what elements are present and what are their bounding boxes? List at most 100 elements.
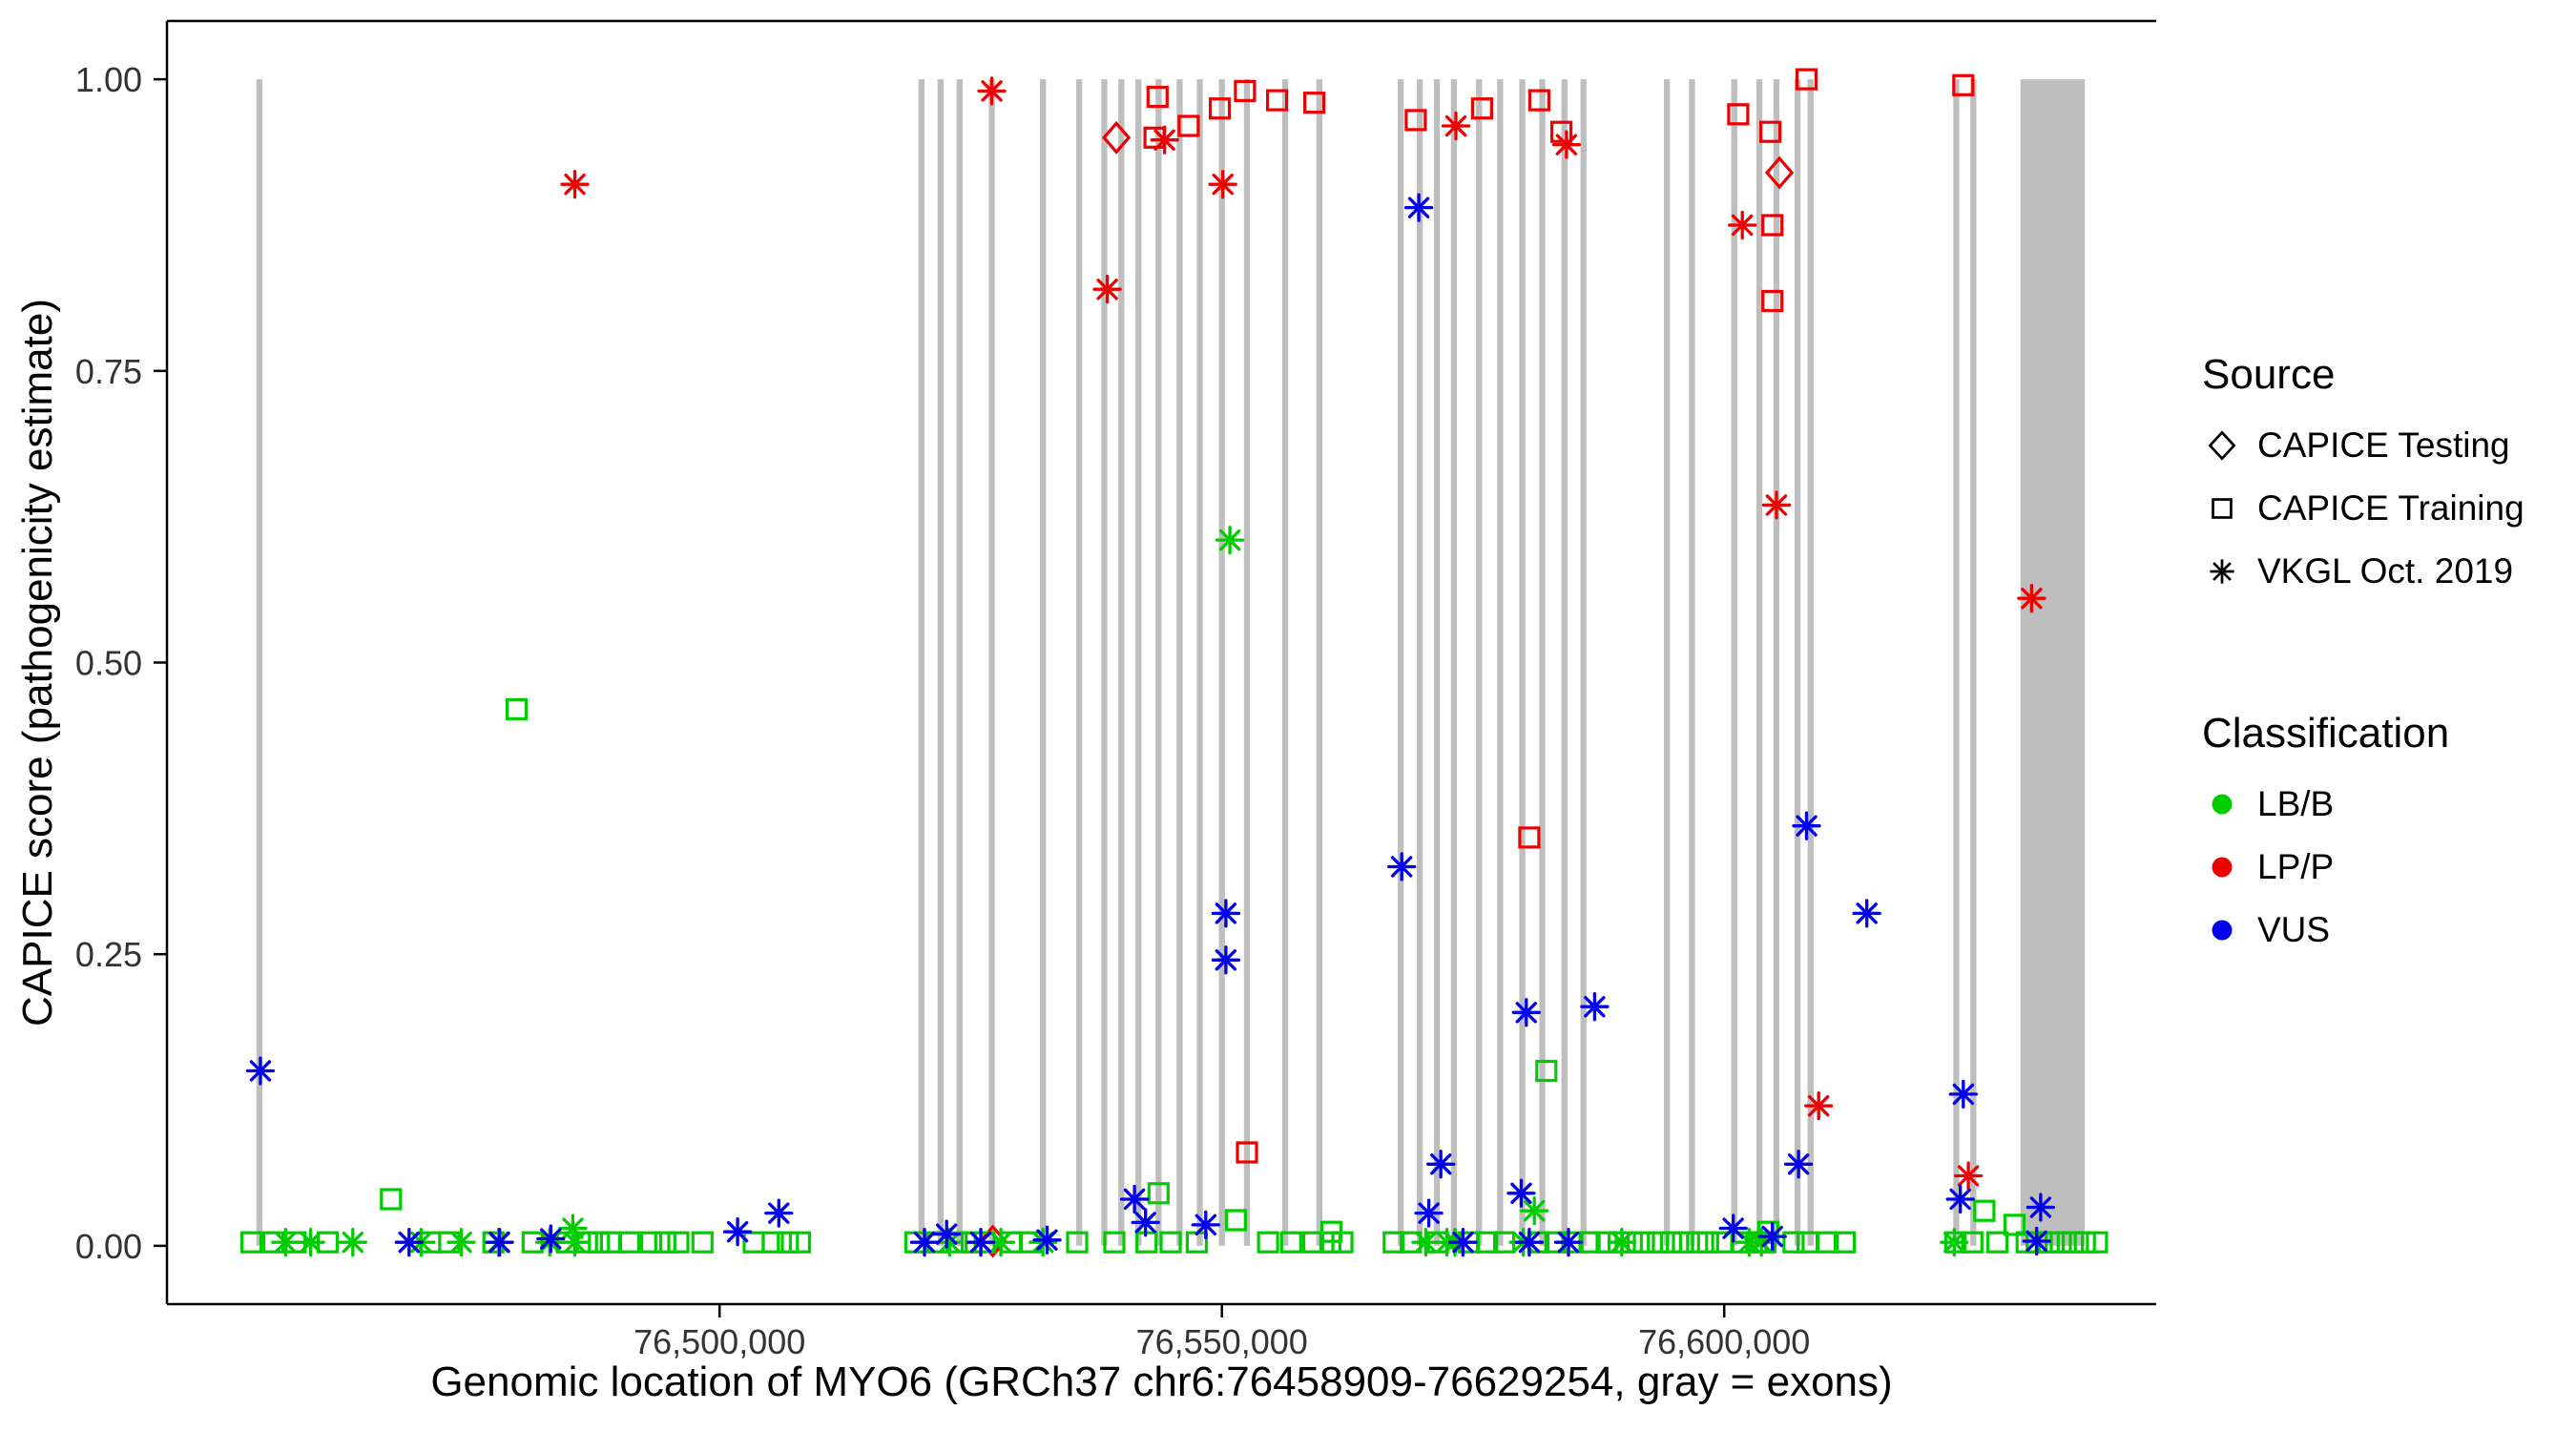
legend-label-vkgl-2019: VKGL Oct. 2019 (2257, 551, 2514, 591)
data-point-square (1696, 1231, 1719, 1254)
y-tick-label: 0.75 (75, 352, 142, 391)
square-icon (2212, 498, 2233, 519)
exon-band (256, 79, 262, 1246)
exon-band (1176, 79, 1183, 1246)
data-point-square (1727, 103, 1750, 126)
data-point-asterisk (1150, 125, 1179, 155)
data-point-square (1986, 1231, 2009, 1254)
data-point-asterisk (1728, 210, 1757, 240)
exon-band (1281, 79, 1289, 1246)
data-point-asterisk (1783, 1150, 1814, 1179)
data-point-square (1301, 1231, 1325, 1254)
x-tick-label: 76,600,000 (1638, 1322, 1810, 1361)
data-point-asterisk (1792, 811, 1821, 840)
data-point-square (2003, 1213, 2026, 1236)
data-point-square (691, 1231, 714, 1254)
data-point-asterisk (1757, 1221, 1787, 1252)
legend-classification-group: Classification LB/B LP/P VUS (2202, 710, 2574, 973)
exon-band (1316, 79, 1322, 1246)
data-point-square (1711, 1231, 1734, 1254)
data-point-square (1177, 114, 1200, 137)
data-point-square (1331, 1231, 1354, 1254)
data-point-square (2062, 1231, 2085, 1254)
data-point-asterisk (977, 76, 1007, 106)
data-point-asterisk (932, 1219, 962, 1249)
legend-item-lpp: LP/P (2202, 847, 2574, 887)
data-point-square (2086, 1231, 2109, 1254)
x-tick-label: 76,500,000 (634, 1322, 805, 1361)
data-point-square (1647, 1231, 1670, 1254)
data-point-asterisk (1208, 170, 1237, 199)
data-point-asterisk (1607, 1228, 1636, 1257)
legend-classification-title: Classification (2202, 710, 2450, 757)
data-point-asterisk (536, 1224, 566, 1254)
data-point-asterisk (1403, 193, 1434, 222)
data-point-asterisk (1215, 525, 1245, 555)
data-point-square (380, 1188, 403, 1211)
data-point-square (1103, 1231, 1126, 1254)
x-axis-title: Genomic location of MYO6 (GRCh37 chr6:76… (430, 1358, 1893, 1405)
data-point-asterisk (1119, 1184, 1150, 1214)
data-point-square (1476, 1231, 1499, 1254)
asterisk-icon (2210, 559, 2234, 584)
data-point-square (1952, 73, 1975, 96)
y-tick-label: 1.00 (75, 60, 142, 99)
exon-band (1101, 79, 1108, 1246)
exon-band (988, 79, 995, 1246)
exon-band (1561, 79, 1568, 1246)
exon-band (1076, 79, 1083, 1246)
data-point-asterisk (1092, 275, 1122, 304)
x-tick-label: 76,550,000 (1136, 1322, 1308, 1361)
data-point-square (1279, 1231, 1302, 1254)
data-point-square (2073, 1231, 2096, 1254)
legend-source-title: Source (2202, 351, 2336, 398)
data-point-asterisk (245, 1056, 276, 1086)
exon-band (1953, 79, 1960, 1246)
exon-band (918, 79, 924, 1246)
data-point-asterisk (1852, 899, 1881, 928)
data-point-square (1265, 89, 1289, 112)
y-tick-label: 0.25 (75, 935, 142, 974)
data-point-square (2049, 1231, 2072, 1254)
legend-label-lpp: LP/P (2257, 847, 2335, 886)
red-dot-icon (2212, 857, 2233, 878)
data-point-asterisk (1945, 1184, 1975, 1214)
exon-band (1580, 79, 1587, 1246)
data-point-square (667, 1231, 690, 1254)
data-point-square (1224, 1209, 1248, 1232)
exon-band (1433, 79, 1441, 1246)
diamond-icon (2208, 430, 2236, 461)
data-point-square (1761, 289, 1784, 313)
exon-band (1398, 79, 1404, 1246)
data-point-square (1208, 97, 1232, 120)
data-point-diamond (1101, 120, 1132, 155)
data-point-square (1234, 79, 1257, 103)
data-point-square (1518, 826, 1541, 849)
data-point-square (239, 1231, 263, 1254)
exon-band (1731, 79, 1737, 1246)
data-point-square (761, 1231, 784, 1254)
y-axis-title: CAPICE score (pathogenicity estimate) (14, 299, 61, 1027)
data-point-square (1159, 1231, 1182, 1254)
data-point-asterisk (764, 1198, 794, 1228)
legend-label-capice-training: CAPICE Training (2257, 488, 2524, 528)
data-point-diamond (1764, 156, 1795, 190)
data-point-asterisk (722, 1217, 753, 1247)
data-point-square (588, 1231, 611, 1254)
exon-band (956, 79, 963, 1246)
data-point-asterisk (1032, 1225, 1062, 1255)
exon-band (1970, 79, 1977, 1246)
data-point-asterisk (1191, 1210, 1220, 1240)
data-point-asterisk (560, 1228, 590, 1257)
data-point-asterisk (447, 1228, 476, 1257)
exon-band (1519, 79, 1526, 1246)
data-point-asterisk (560, 170, 590, 199)
data-point-asterisk (1551, 130, 1582, 159)
legend-label-capice-testing: CAPICE Testing (2257, 425, 2510, 465)
data-point-square (505, 697, 529, 721)
data-point-asterisk (2017, 584, 2046, 613)
exon-band (1807, 79, 1814, 1246)
data-point-asterisk (966, 1228, 996, 1257)
data-point-square (599, 1231, 623, 1254)
